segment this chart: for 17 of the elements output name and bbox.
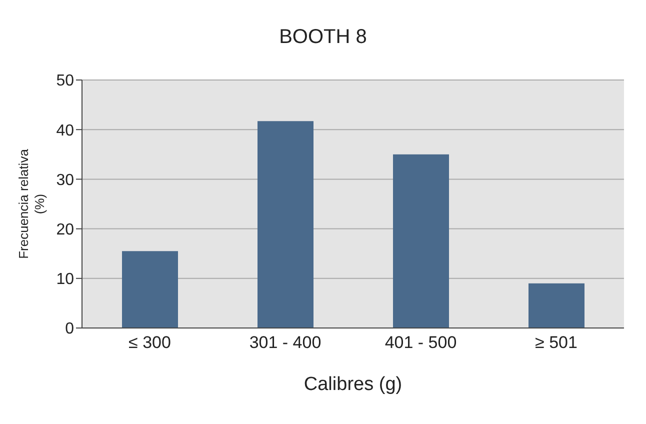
y-axis-title: Frecuencia relativa (%) <box>16 148 47 259</box>
bar <box>393 154 449 328</box>
x-axis-title: Calibres (g) <box>304 374 402 395</box>
y-tick-label: 40 <box>56 122 74 140</box>
chart-title: BOOTH 8 <box>278 26 368 49</box>
y-tick-label: 10 <box>56 271 74 288</box>
y-tick-label: 50 <box>56 72 74 90</box>
y-tick-label: 20 <box>56 221 74 238</box>
x-tick-label: ≤ 300 <box>128 333 171 352</box>
bar <box>258 121 314 328</box>
y-tick-label: 0 <box>65 320 74 338</box>
y-tick-label: 30 <box>56 172 74 189</box>
bar <box>122 251 178 328</box>
x-tick-label: 301 - 400 <box>249 333 322 352</box>
x-tick-label: ≥ 501 <box>535 333 578 352</box>
bar <box>528 283 584 328</box>
x-tick-label: 401 - 500 <box>384 333 457 352</box>
